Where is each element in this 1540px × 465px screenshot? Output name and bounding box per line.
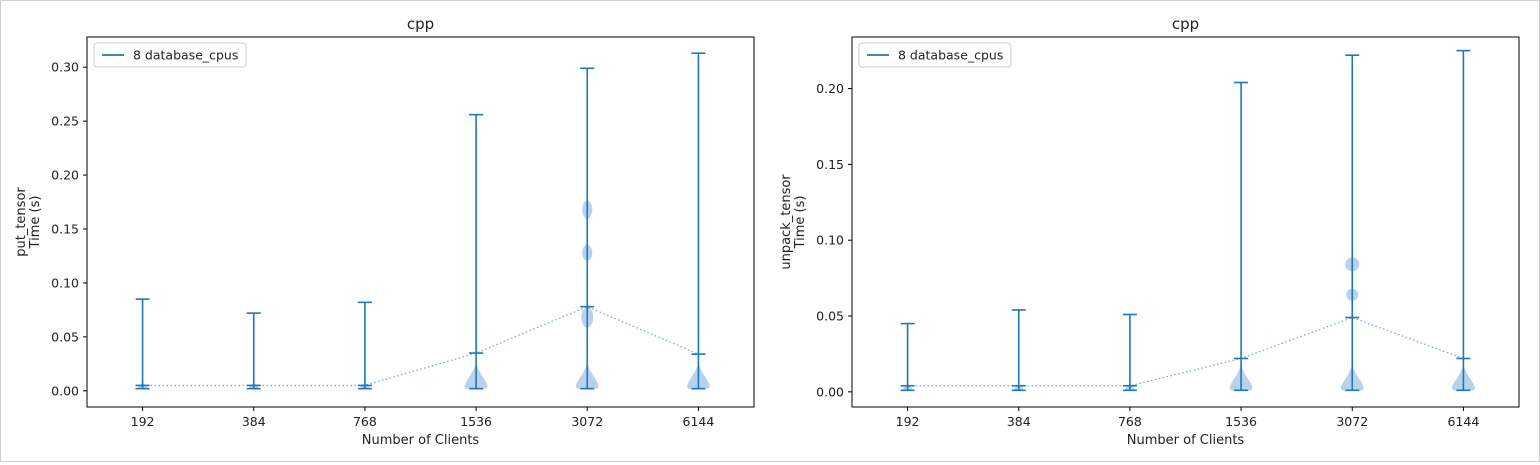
x-tick-label: 768 (353, 414, 377, 429)
y-tick-label: 0.00 (816, 384, 844, 399)
y-axis-label: Time (s) (28, 196, 43, 250)
y-axis-label: Time (s) (793, 196, 808, 250)
x-tick-label: 6144 (1448, 414, 1480, 429)
legend-box (858, 42, 1012, 68)
x-tick-label: 384 (242, 414, 266, 429)
y-axis-label: unpack_tensor (779, 174, 794, 270)
x-tick-label: 192 (896, 414, 920, 429)
y-tick-label: 0.05 (51, 329, 79, 344)
x-tick-label: 768 (1118, 414, 1142, 429)
legend-label: 8 database_cpus (133, 48, 238, 63)
plot-frame (86, 36, 755, 408)
y-axis-label: put_tensor (14, 187, 29, 257)
y-tick-label: 0.15 (51, 222, 79, 237)
y-tick-label: 0.20 (51, 168, 79, 183)
y-tick-label: 0.25 (51, 114, 79, 129)
x-tick-label: 192 (131, 414, 155, 429)
x-tick-label: 3072 (1336, 414, 1368, 429)
y-tick-label: 0.00 (51, 383, 79, 398)
x-tick-label: 1536 (460, 414, 492, 429)
y-tick-label: 0.15 (816, 157, 844, 172)
y-tick-label: 0.20 (816, 81, 844, 96)
legend-box (93, 42, 247, 68)
y-tick-label: 0.10 (816, 233, 844, 248)
y-tick-label: 0.05 (816, 309, 844, 324)
chart-2: cpp 0.00 0.05 0.10 0.15 0.20 192 384 768 1536 3072… (779, 15, 1520, 448)
mean-line (142, 305, 699, 387)
x-tick-label: 1536 (1225, 414, 1257, 429)
legend-label: 8 database_cpus (898, 48, 1003, 63)
x-axis-label: Number of Clients (1127, 433, 1245, 448)
x-axis-label: Number of Clients (362, 433, 480, 448)
chart-title: cpp (407, 15, 434, 33)
chart-1: cpp 0.00 0.05 0.10 0.15 0.20 0.25 0.30 192 384 768… (14, 15, 755, 448)
mean-line (907, 316, 1464, 387)
y-tick-label: 0.30 (51, 60, 79, 75)
y-tick-label: 0.10 (51, 275, 79, 290)
plot-frame (851, 36, 1520, 408)
chart-title: cpp (1172, 15, 1199, 33)
x-tick-label: 3072 (571, 414, 603, 429)
x-tick-label: 384 (1007, 414, 1031, 429)
x-tick-label: 6144 (683, 414, 715, 429)
